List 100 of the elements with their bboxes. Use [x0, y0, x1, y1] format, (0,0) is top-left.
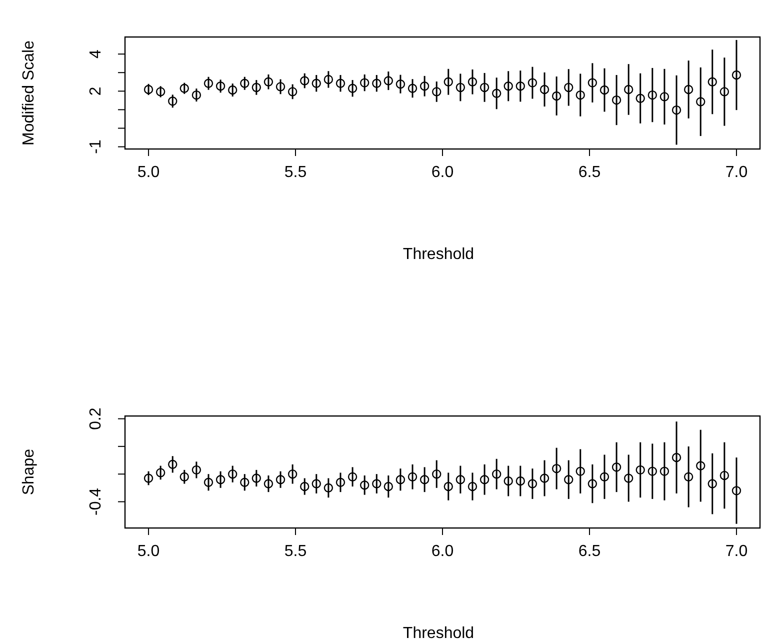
point — [636, 465, 645, 475]
point — [480, 475, 490, 484]
point — [144, 474, 154, 483]
point — [312, 479, 321, 488]
point — [252, 82, 262, 92]
point — [324, 74, 334, 84]
point — [180, 472, 189, 482]
point — [396, 80, 406, 89]
point — [660, 466, 670, 476]
point — [660, 92, 670, 102]
point — [456, 475, 466, 484]
point — [228, 85, 238, 95]
point — [168, 96, 178, 106]
point — [564, 475, 574, 484]
x-axis-title: Threshold — [402, 625, 474, 642]
point — [324, 483, 334, 492]
point — [684, 472, 694, 482]
point — [564, 82, 574, 92]
y-tick-label: -0.4 — [88, 488, 105, 516]
point — [492, 469, 502, 479]
point — [216, 475, 226, 484]
point — [276, 475, 286, 484]
point — [192, 465, 202, 475]
point — [540, 474, 550, 483]
point — [732, 70, 742, 80]
point — [576, 466, 585, 476]
point — [420, 82, 430, 91]
point — [696, 97, 706, 106]
point — [252, 474, 262, 483]
point — [480, 82, 490, 92]
point — [300, 482, 310, 492]
y-tick-label: 4 — [88, 50, 105, 59]
point — [348, 84, 358, 93]
point — [720, 87, 730, 96]
point — [552, 464, 562, 474]
y-axis-title: Modified Scale — [20, 40, 38, 146]
y-tick-label: 2 — [88, 86, 105, 96]
point — [384, 482, 394, 492]
x-axis-title: Threshold — [402, 246, 474, 263]
point — [300, 76, 310, 86]
point — [492, 88, 502, 98]
point — [516, 82, 526, 91]
point — [396, 475, 406, 484]
point — [408, 84, 418, 93]
point — [432, 469, 442, 479]
point — [336, 478, 346, 487]
point — [540, 84, 550, 94]
point — [192, 90, 202, 100]
point — [636, 94, 645, 103]
point — [648, 90, 658, 100]
point — [624, 474, 634, 483]
point — [708, 479, 717, 488]
point — [312, 78, 321, 88]
point — [708, 77, 717, 86]
point — [264, 479, 274, 488]
x-tick-label: 6.0 — [431, 164, 454, 181]
point — [600, 85, 610, 95]
x-tick-label: 6.5 — [578, 543, 601, 560]
point — [468, 482, 478, 492]
point — [588, 78, 598, 88]
point — [348, 472, 358, 482]
point — [156, 87, 166, 96]
point — [372, 78, 382, 88]
x-tick-label: 6.0 — [431, 543, 454, 560]
x-tick-label: 7.0 — [725, 164, 748, 181]
x-tick-label: 5.0 — [137, 164, 160, 181]
point — [408, 472, 418, 482]
point — [156, 468, 166, 478]
point — [360, 480, 370, 490]
point — [240, 478, 250, 487]
point — [180, 84, 189, 93]
point — [696, 461, 706, 470]
point — [624, 84, 634, 94]
point — [612, 95, 622, 105]
point — [600, 472, 610, 482]
point — [372, 479, 382, 488]
point — [516, 476, 526, 486]
point — [228, 469, 238, 479]
point — [168, 460, 178, 469]
point — [264, 77, 274, 86]
point — [204, 478, 214, 487]
point — [528, 479, 538, 488]
point — [612, 462, 622, 472]
y-tick-label: -1 — [88, 140, 105, 154]
point — [288, 469, 298, 479]
point — [444, 77, 453, 86]
point — [444, 482, 453, 492]
point — [504, 82, 513, 91]
point — [684, 84, 694, 94]
point — [672, 105, 682, 115]
point — [720, 470, 730, 480]
point — [456, 82, 466, 92]
y-tick-label: 0.2 — [88, 408, 105, 430]
point — [204, 78, 214, 88]
x-tick-label: 5.0 — [137, 543, 160, 560]
x-tick-label: 5.5 — [284, 164, 307, 181]
point — [576, 90, 585, 100]
point — [276, 82, 286, 92]
y-axis-title: Shape — [20, 448, 38, 496]
x-tick-label: 7.0 — [725, 543, 748, 560]
